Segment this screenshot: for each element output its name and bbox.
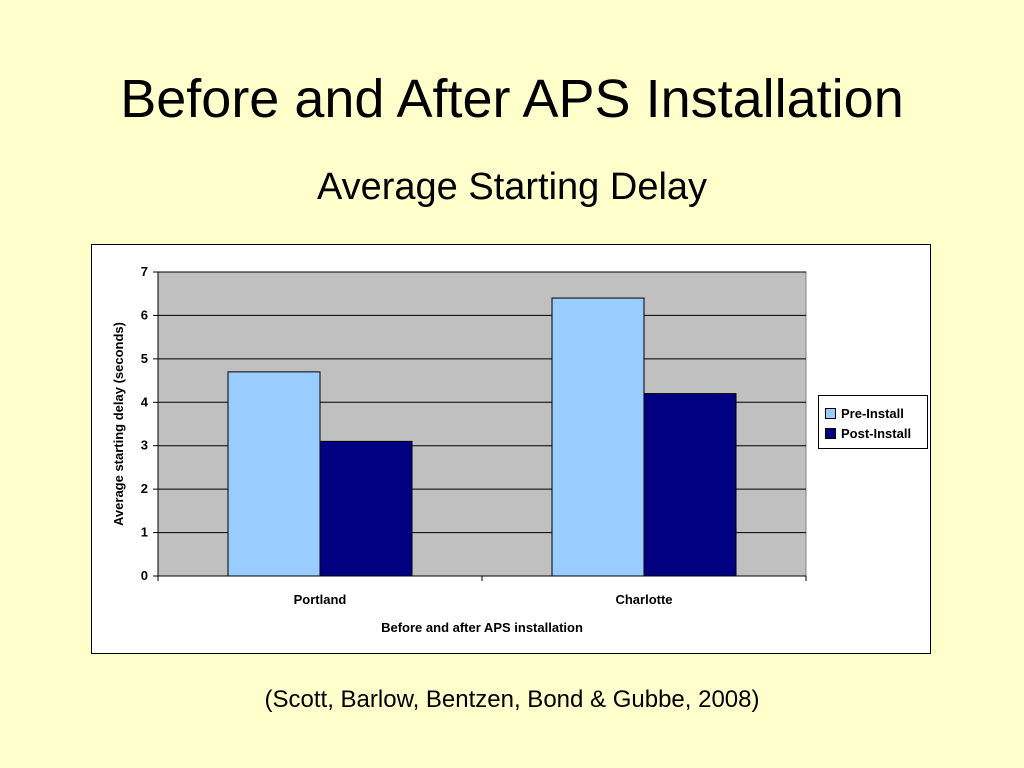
slide-title: Before and After APS Installation [120,69,904,129]
chart-legend: Pre-Install Post-Install [818,395,928,449]
bar-pre-install-charlotte [551,297,645,577]
legend-label-post-install: Post-Install [841,425,912,441]
x-tick-label-portland: Portland [294,592,347,607]
x-tick-label-charlotte: Charlotte [615,592,672,607]
slide-subtitle: Average Starting Delay [316,166,708,208]
chart-frame: 0 1 2 3 4 5 6 7 Portland Charlotte Before and afte… [91,244,931,654]
y-tick-label: 3 [141,438,148,453]
legend-swatch-post-install [825,427,836,439]
y-tick-label: 7 [141,264,148,279]
bar-pre-install-portland [227,371,321,577]
y-tick-label: 6 [141,307,148,322]
y-tick-label: 5 [141,351,148,366]
bar-chart: 0 1 2 3 4 5 6 7 Portland Charlotte Before and afte… [111,264,807,635]
legend-item-post-install: Post-Install [825,424,911,442]
bar-post-install-charlotte [643,393,737,577]
y-tick-label: 0 [141,568,148,583]
y-axis-title: Average starting delay (seconds) [111,322,126,526]
citation: (Scott, Barlow, Bentzen, Bond & Gubbe, 2… [264,686,760,713]
legend-label-pre-install: Pre-Install [841,405,904,421]
x-axis-title: Before and after APS installation [381,620,583,635]
legend-swatch-pre-install [825,407,836,419]
bar-post-install-portland [319,440,413,577]
legend-item-pre-install: Pre-Install [825,404,904,422]
y-tick-label: 2 [141,481,148,496]
y-tick-label: 4 [141,394,149,409]
y-tick-label: 1 [141,525,148,540]
